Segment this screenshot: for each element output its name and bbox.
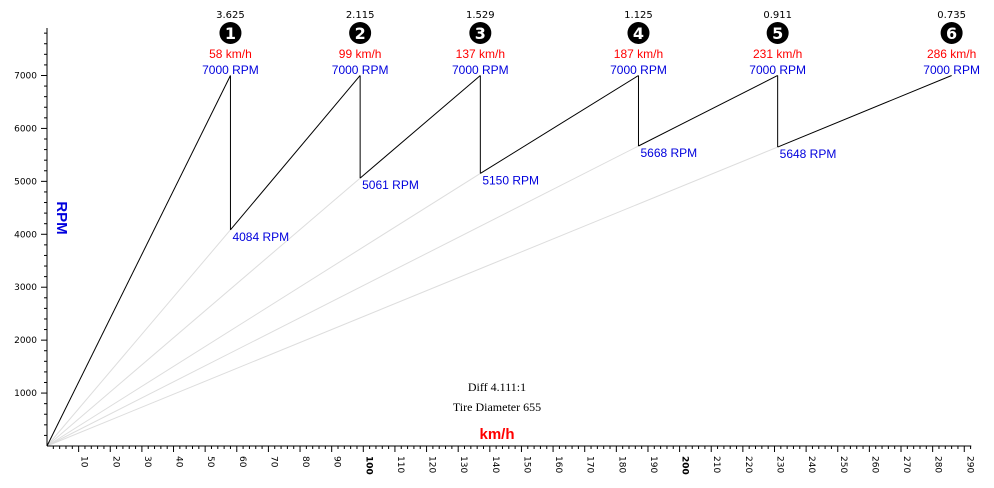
x-tick-label: 60 [237, 456, 247, 468]
x-tick-label: 40 [174, 456, 184, 468]
x-tick-label: 280 [933, 456, 943, 473]
gear-lines [46, 75, 952, 447]
gear-number-label: 1 [225, 24, 236, 43]
x-tick-label: 10 [79, 456, 89, 468]
x-tick-label: 90 [332, 456, 342, 468]
y-tick-label: 6000 [14, 124, 37, 134]
x-tick-label: 80 [300, 456, 310, 468]
x-tick-label: 170 [585, 456, 595, 473]
x-tick-label: 200 [680, 456, 690, 475]
x-tick-label: 190 [648, 456, 658, 473]
gear-2-line [230, 75, 361, 231]
x-tick-label: 20 [110, 456, 120, 468]
gear-top-rpm-label: 7000 RPM [452, 63, 509, 77]
gear-top-rpm-label: 7000 RPM [202, 63, 259, 77]
x-tick-label: 110 [395, 456, 405, 473]
gear-5-line [638, 75, 778, 147]
guide-line [46, 172, 481, 447]
x-tick-label: 180 [616, 456, 626, 473]
gear-top-speed-label: 137 km/h [456, 47, 505, 61]
x-tick-label: 270 [901, 456, 911, 473]
x-tick-label: 220 [743, 456, 753, 473]
y-axis-title: RPM [53, 201, 70, 234]
guide-line [46, 229, 231, 447]
gear-top-speed-label: 187 km/h [614, 47, 663, 61]
diff-annotation: Diff 4.111:1 [468, 380, 526, 394]
gear-3-badge [469, 22, 492, 44]
x-tick-label: 250 [838, 456, 848, 473]
gear-ratio-label: 0.911 [763, 10, 792, 21]
gear-1-line [46, 75, 231, 447]
x-tick-label: 30 [142, 456, 152, 468]
gear-start-rpm-label: 5150 RPM [482, 173, 539, 187]
gear-top-speed-label: 99 km/h [339, 47, 382, 61]
gear-ratio-label: 3.625 [216, 10, 245, 21]
gear-number-label: 3 [475, 24, 486, 43]
x-tick-label: 100 [363, 456, 373, 475]
guide-line [46, 145, 639, 447]
x-tick-label: 130 [458, 456, 468, 473]
x-tick-label: 140 [490, 456, 500, 473]
gear-top-rpm-label: 7000 RPM [610, 63, 667, 77]
x-tick-label: 230 [774, 456, 784, 473]
gear-4-badge [627, 22, 650, 44]
x-tick-label: 150 [521, 456, 531, 473]
x-axis-ticks: 10 20 30 40 50 60 70 80 90 100 110 120 130 140 150 160 1… [52, 446, 974, 475]
x-tick-label: 260 [869, 456, 879, 473]
y-tick-label: 7000 [14, 71, 37, 81]
x-tick-label: 70 [268, 456, 278, 468]
axis-titles: RPM km/h [53, 201, 515, 443]
gear-3-line [359, 75, 481, 179]
gear-6-badge [940, 22, 963, 44]
x-axis-title: km/h [479, 426, 514, 443]
x-tick-label: 50 [205, 456, 215, 468]
guide-line [46, 146, 778, 447]
gear-labels: 3.625 1 58 km/h 7000 RPM 2.115 2 99 km/h 7000 R… [202, 10, 980, 244]
gear-2-badge [349, 22, 372, 44]
gear-5-badge [766, 22, 789, 44]
guide-line [46, 177, 361, 447]
gear-number-label: 6 [946, 24, 957, 43]
y-tick-label: 1000 [14, 389, 37, 399]
gear-number-label: 5 [772, 24, 783, 43]
gear-6-line [777, 75, 952, 148]
gear-top-speed-label: 286 km/h [927, 47, 976, 61]
y-tick-label: 4000 [14, 230, 37, 240]
y-tick-label: 5000 [14, 177, 37, 187]
gear-number-label: 2 [355, 24, 366, 43]
gear-top-rpm-label: 7000 RPM [332, 63, 389, 77]
gear-ratio-label: 1.529 [466, 10, 495, 21]
gear-4-line [480, 75, 639, 174]
y-tick-label: 3000 [14, 283, 37, 293]
gear-1-badge [219, 22, 242, 44]
gear-top-rpm-label: 7000 RPM [749, 63, 806, 77]
tire-annotation: Tire Diameter 655 [453, 400, 541, 414]
gear-top-speed-label: 58 km/h [209, 47, 252, 61]
gear-start-rpm-label: 5061 RPM [362, 178, 419, 192]
gear-ratio-label: 2.115 [346, 10, 375, 21]
gear-start-rpm-label: 4084 RPM [232, 230, 289, 244]
gear-number-label: 4 [633, 24, 644, 43]
gear-ratio-label: 0.735 [937, 10, 966, 21]
gear-start-rpm-label: 5648 RPM [780, 147, 837, 161]
x-tick-label: 240 [806, 456, 816, 473]
x-tick-label: 210 [711, 456, 721, 473]
x-tick-label: 160 [553, 456, 563, 473]
info-annotations: Diff 4.111:1 Tire Diameter 655 [453, 380, 541, 414]
guide-lines [46, 145, 778, 447]
gear-ratio-label: 1.125 [624, 10, 653, 21]
gear-top-speed-label: 231 km/h [753, 47, 802, 61]
x-tick-label: 120 [427, 456, 437, 473]
x-tick-label: 290 [964, 456, 974, 473]
gear-top-rpm-label: 7000 RPM [923, 63, 980, 77]
gear-start-rpm-label: 5668 RPM [640, 146, 697, 160]
y-axis-ticks: 1000 2000 3000 4000 5000 6000 7000 [14, 32, 47, 436]
y-tick-label: 2000 [14, 336, 37, 346]
